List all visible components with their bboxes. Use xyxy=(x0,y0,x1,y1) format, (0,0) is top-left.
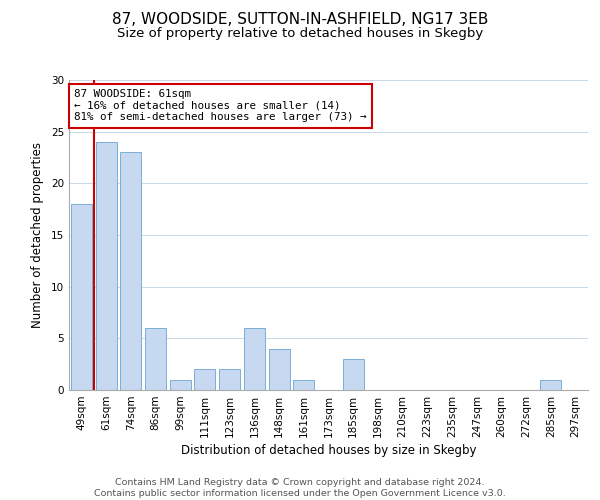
X-axis label: Distribution of detached houses by size in Skegby: Distribution of detached houses by size … xyxy=(181,444,476,457)
Bar xyxy=(71,204,92,390)
Bar xyxy=(219,370,240,390)
Bar xyxy=(145,328,166,390)
Text: 87 WOODSIDE: 61sqm
← 16% of detached houses are smaller (14)
81% of semi-detache: 87 WOODSIDE: 61sqm ← 16% of detached hou… xyxy=(74,90,367,122)
Bar xyxy=(541,380,562,390)
Bar xyxy=(343,359,364,390)
Bar xyxy=(244,328,265,390)
Text: Contains HM Land Registry data © Crown copyright and database right 2024.
Contai: Contains HM Land Registry data © Crown c… xyxy=(94,478,506,498)
Text: Size of property relative to detached houses in Skegby: Size of property relative to detached ho… xyxy=(117,28,483,40)
Bar xyxy=(269,348,290,390)
Bar xyxy=(194,370,215,390)
Bar xyxy=(170,380,191,390)
Bar xyxy=(95,142,116,390)
Text: 87, WOODSIDE, SUTTON-IN-ASHFIELD, NG17 3EB: 87, WOODSIDE, SUTTON-IN-ASHFIELD, NG17 3… xyxy=(112,12,488,28)
Y-axis label: Number of detached properties: Number of detached properties xyxy=(31,142,44,328)
Bar xyxy=(120,152,141,390)
Bar xyxy=(293,380,314,390)
